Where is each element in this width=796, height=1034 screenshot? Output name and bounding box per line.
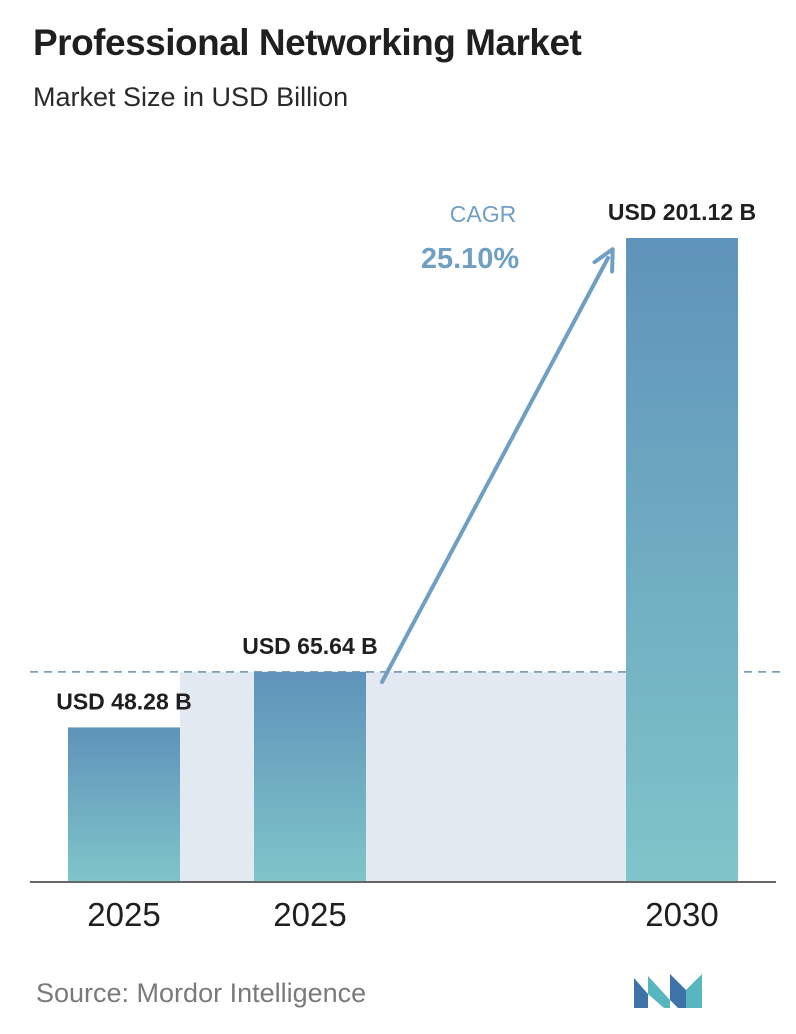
chart-subtitle: Market Size in USD Billion <box>33 82 349 112</box>
cagr-value: 25.10% <box>421 243 520 275</box>
source-text: Source: Mordor Intelligence <box>36 978 367 1008</box>
logo-left-shape <box>634 978 648 1008</box>
logo-far-right-shape <box>686 974 702 1008</box>
mordor-intelligence-logo <box>634 974 702 1008</box>
value-label-2: USD 201.12 B <box>608 199 756 225</box>
x-tick-label-1: 2025 <box>273 896 346 933</box>
shaded-band <box>366 671 626 882</box>
value-label-1: USD 65.64 B <box>242 633 378 659</box>
value-label-0: USD 48.28 B <box>56 688 192 714</box>
cagr-arrow <box>380 247 615 684</box>
logo-middle-shape <box>648 976 670 1008</box>
x-tick-label-0: 2025 <box>87 896 160 933</box>
bar-0 <box>68 727 180 882</box>
shaded-band <box>180 671 254 882</box>
x-tick-label-2: 2030 <box>645 896 718 933</box>
chart-title: Professional Networking Market <box>33 22 582 63</box>
logo-right-shape <box>670 974 686 1008</box>
bar-2 <box>626 238 738 882</box>
bar-1 <box>254 671 366 882</box>
cagr-label: CAGR <box>450 201 516 227</box>
